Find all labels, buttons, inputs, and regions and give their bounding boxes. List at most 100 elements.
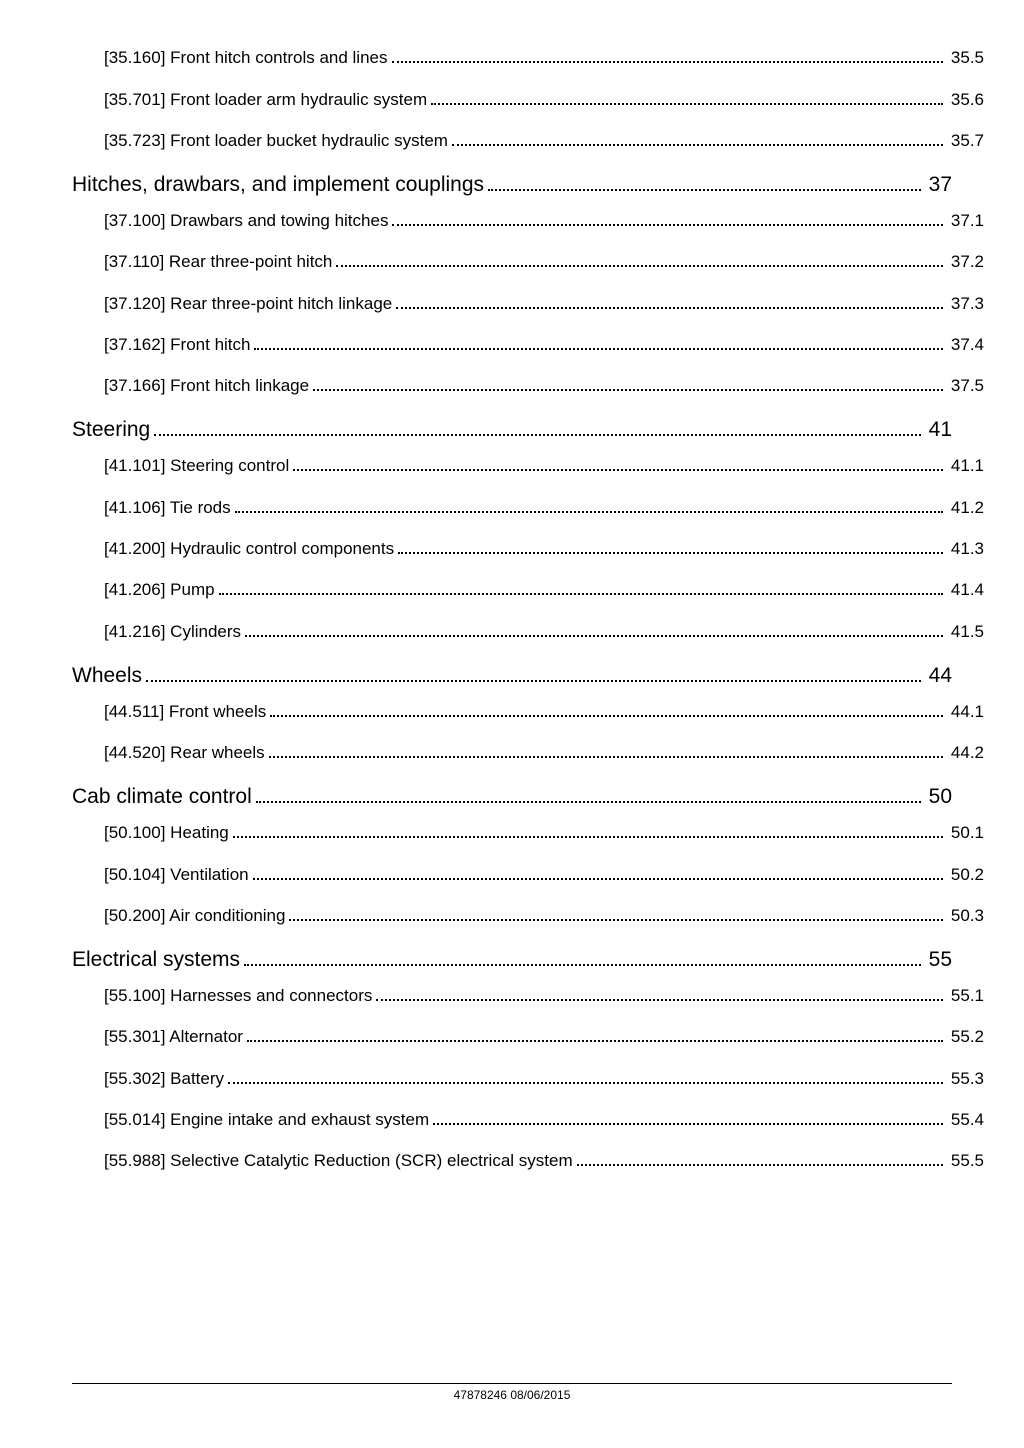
toc-sub-row: [55.988] Selective Catalytic Reduction (… <box>104 1151 984 1171</box>
toc-label: [37.110] Rear three-point hitch <box>104 252 332 272</box>
toc-dot-leader <box>146 663 921 682</box>
toc-section-row: Hitches, drawbars, and implement couplin… <box>72 172 952 197</box>
toc-dot-leader <box>392 211 942 226</box>
toc-dot-leader <box>253 864 943 879</box>
toc-page-number: 50.3 <box>947 906 984 926</box>
toc-label: [50.100] Heating <box>104 823 229 843</box>
toc-page-number: 41.5 <box>947 622 984 642</box>
toc-page-number: 41.2 <box>947 498 984 518</box>
toc-label: [44.511] Front wheels <box>104 702 266 722</box>
toc-sub-row: [50.104] Ventilation 50.2 <box>104 864 984 884</box>
toc-sub-row: [37.100] Drawbars and towing hitches37.1 <box>104 211 984 231</box>
toc-page-number: 37 <box>925 173 952 197</box>
toc-dot-leader <box>256 784 921 803</box>
toc-page-number: 55.3 <box>947 1069 984 1089</box>
toc-label: Wheels <box>72 664 142 688</box>
toc-dot-leader <box>392 48 943 63</box>
toc-label: [50.104] Ventilation <box>104 865 249 885</box>
toc-dot-leader <box>247 1027 943 1042</box>
toc-page-number: 35.7 <box>947 131 984 151</box>
toc-sub-row: [55.301] Alternator 55.2 <box>104 1027 984 1047</box>
toc-label: [37.162] Front hitch <box>104 335 250 355</box>
toc-sub-row: [55.100] Harnesses and connectors55.1 <box>104 986 984 1006</box>
toc-sub-row: [55.302] Battery 55.3 <box>104 1068 984 1088</box>
toc-sub-row: [35.160] Front hitch controls and lines 3… <box>104 48 984 68</box>
toc-label: Hitches, drawbars, and implement couplin… <box>72 173 484 197</box>
toc-page-number: 41.1 <box>947 456 984 476</box>
toc-dot-leader <box>336 252 943 267</box>
toc-label: [50.200] Air conditioning <box>104 906 285 926</box>
toc-sub-row: [37.120] Rear three-point hitch linkage 3… <box>104 293 984 313</box>
toc-page-number: 41 <box>925 418 952 442</box>
toc-dot-leader <box>228 1068 943 1083</box>
toc-label: [55.988] Selective Catalytic Reduction (… <box>104 1151 573 1171</box>
toc-label: [35.701] Front loader arm hydraulic syst… <box>104 90 427 110</box>
toc-sub-row: [41.200] Hydraulic control components 41.… <box>104 539 984 559</box>
toc-dot-leader <box>452 131 943 146</box>
toc-page-number: 50.2 <box>947 865 984 885</box>
toc-label: [41.106] Tie rods <box>104 498 231 518</box>
toc-dot-leader <box>396 293 943 308</box>
page-footer: 47878246 08/06/2015 <box>72 1383 952 1402</box>
toc-page-number: 44.2 <box>947 743 984 763</box>
toc-dot-leader <box>254 335 942 350</box>
toc-page-number: 35.5 <box>947 48 984 68</box>
toc-label: [55.302] Battery <box>104 1069 224 1089</box>
toc-sub-row: [37.110] Rear three-point hitch37.2 <box>104 252 984 272</box>
toc-section-row: Steering 41 <box>72 417 952 442</box>
toc-label: Electrical systems <box>72 948 240 972</box>
footer-text: 47878246 08/06/2015 <box>454 1388 571 1402</box>
toc-sub-row: [50.200] Air conditioning 50.3 <box>104 906 984 926</box>
toc-dot-leader <box>577 1151 943 1166</box>
toc-sub-row: [41.216] Cylinders 41.5 <box>104 621 984 641</box>
toc-dot-leader <box>313 376 943 391</box>
toc-page-number: 37.4 <box>947 335 984 355</box>
toc-label: [37.120] Rear three-point hitch linkage <box>104 294 392 314</box>
toc-sub-row: [41.206] Pump 41.4 <box>104 580 984 600</box>
toc-section-row: Electrical systems 55 <box>72 947 952 972</box>
toc-page-number: 37.1 <box>947 211 984 231</box>
toc-dot-leader <box>293 456 943 471</box>
toc-dot-leader <box>270 702 943 717</box>
toc-page-number: 55.2 <box>947 1027 984 1047</box>
toc-page-number: 41.3 <box>947 539 984 559</box>
toc-sub-row: [44.511] Front wheels 44.1 <box>104 702 984 722</box>
toc-label: [55.014] Engine intake and exhaust syste… <box>104 1110 429 1130</box>
toc-dot-leader <box>433 1110 943 1125</box>
toc-sub-row: [55.014] Engine intake and exhaust syste… <box>104 1110 984 1130</box>
toc-page-number: 55 <box>925 948 952 972</box>
toc-page-number: 41.4 <box>947 580 984 600</box>
toc-section-row: Wheels 44 <box>72 663 952 688</box>
toc-dot-leader <box>219 580 943 595</box>
toc-page-number: 50 <box>925 785 952 809</box>
toc-dot-leader <box>233 823 943 838</box>
toc-sub-row: [35.723] Front loader bucket hydraulic s… <box>104 131 984 151</box>
toc-dot-leader <box>269 743 943 758</box>
toc-label: [41.200] Hydraulic control components <box>104 539 394 559</box>
toc-dot-leader <box>244 947 921 966</box>
toc-dot-leader <box>245 621 943 636</box>
toc-label: Cab climate control <box>72 785 252 809</box>
toc-page-number: 44.1 <box>947 702 984 722</box>
toc-page-number: 44 <box>925 664 952 688</box>
table-of-contents: [35.160] Front hitch controls and lines 3… <box>72 48 952 1171</box>
toc-label: [35.160] Front hitch controls and lines <box>104 48 388 68</box>
toc-dot-leader <box>431 89 943 104</box>
toc-dot-leader <box>398 539 943 554</box>
toc-dot-leader <box>289 906 942 921</box>
toc-dot-leader <box>488 172 921 191</box>
toc-page-number: 35.6 <box>947 90 984 110</box>
toc-page-number: 37.3 <box>947 294 984 314</box>
toc-label: [37.166] Front hitch linkage <box>104 376 309 396</box>
toc-dot-leader <box>154 417 920 436</box>
toc-label: [41.101] Steering control <box>104 456 289 476</box>
toc-sub-row: [41.101] Steering control 41.1 <box>104 456 984 476</box>
toc-sub-row: [35.701] Front loader arm hydraulic syst… <box>104 89 984 109</box>
toc-label: [41.206] Pump <box>104 580 215 600</box>
toc-page-number: 55.4 <box>947 1110 984 1130</box>
toc-label: [55.301] Alternator <box>104 1027 243 1047</box>
toc-label: [41.216] Cylinders <box>104 622 241 642</box>
toc-dot-leader <box>235 497 943 512</box>
toc-label: [44.520] Rear wheels <box>104 743 265 763</box>
toc-label: Steering <box>72 418 150 442</box>
